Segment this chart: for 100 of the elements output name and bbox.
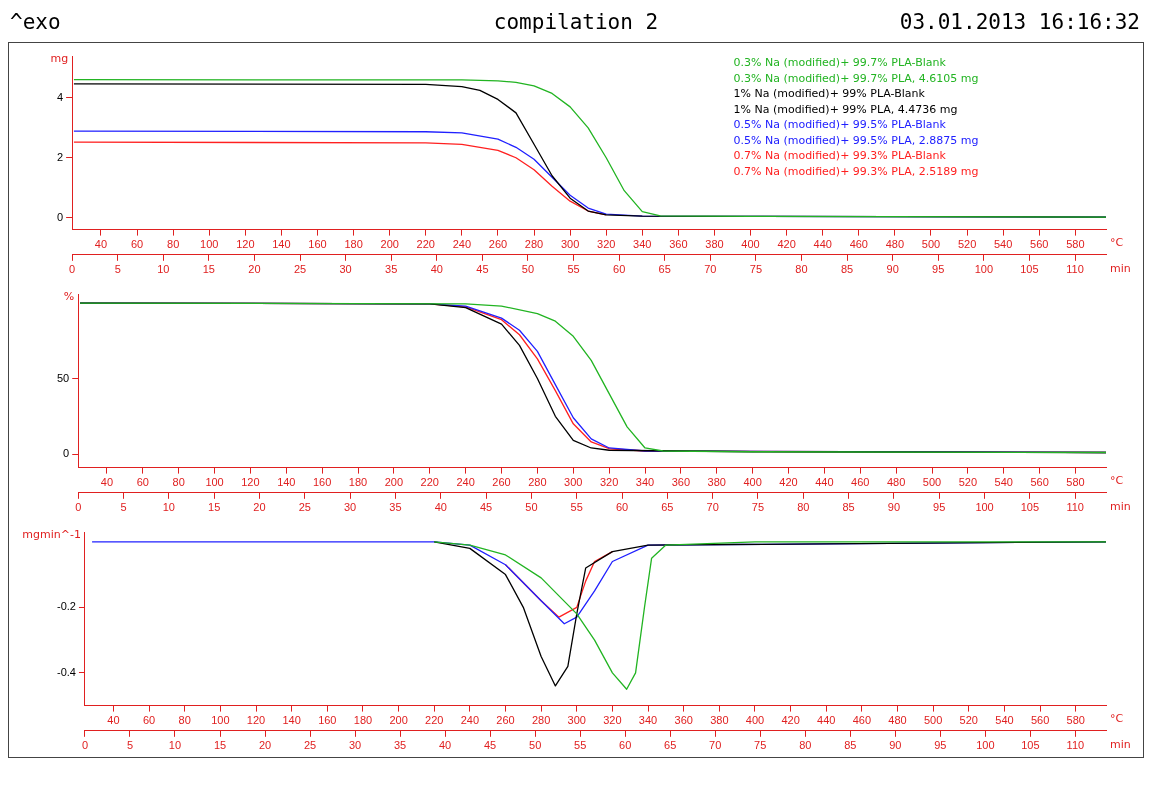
y-axis-title: mgmin^-1 (22, 528, 81, 542)
x2-tick-label: 50 (521, 263, 535, 276)
x-tick-label: 500 (923, 714, 943, 727)
x2-tick-label: 90 (886, 263, 899, 276)
x2-tick-label: 75 (754, 739, 767, 752)
x-tick-label: 340 (633, 238, 652, 251)
x-tick-label: 280 (524, 238, 544, 251)
x-tick-label: 240 (460, 714, 480, 727)
x2-tick-label: 15 (213, 739, 227, 752)
x-tick-label: 420 (779, 476, 798, 489)
x-tick-label: 480 (888, 714, 907, 727)
x-axis-title: °C (1110, 236, 1124, 250)
x2-tick-label: 100 (975, 501, 994, 514)
x2-tick-label: 95 (933, 501, 946, 514)
x2-tick-label: 25 (298, 501, 311, 514)
x2-tick-label: 60 (615, 501, 629, 514)
x-tick-label: 560 (1030, 476, 1049, 489)
x-tick-label: 140 (282, 714, 301, 727)
x2-tick-label: 10 (157, 263, 170, 276)
y-tick-label: 4 (56, 90, 64, 103)
x-tick-label: 100 (211, 714, 230, 727)
x2-tick-label: 35 (385, 263, 398, 276)
x-tick-label: 280 (528, 476, 547, 489)
x2-tick-label: 50 (525, 501, 538, 514)
x-tick-label: 500 (921, 238, 941, 251)
x2-tick-label: 100 (976, 739, 995, 752)
x-tick-label: 40 (94, 238, 108, 251)
x-tick-label: 440 (817, 714, 836, 727)
x-tick-label: 340 (635, 476, 655, 489)
x-tick-label: 440 (815, 476, 834, 489)
x2-tick-label: 55 (570, 501, 583, 514)
x-tick-label: 400 (743, 476, 762, 489)
x2-tick-label: 105 (1020, 263, 1039, 276)
x2-tick-label: 65 (661, 501, 674, 514)
x-tick-label: 400 (741, 238, 760, 251)
y-tick-label: 50 (56, 371, 70, 384)
text: 0.7% Na (modified)+ 99.3% PLA, 2.5189 mg (733, 164, 979, 178)
x2-tick-label: 10 (162, 501, 175, 514)
y-tick-label: 2 (56, 150, 64, 163)
text: 1% Na (modified)+ 99% PLA, 4.4736 mg (733, 102, 958, 116)
x2-tick-label: 15 (208, 501, 221, 514)
x-tick-label: 380 (705, 238, 724, 251)
x-tick-label: 180 (344, 238, 363, 251)
x2-tick-label: 20 (248, 263, 261, 276)
x2-tick-label: 35 (389, 501, 402, 514)
x2-tick-label: 15 (202, 263, 215, 276)
x2-tick-label: 100 (974, 263, 994, 276)
y-axis-title: % (63, 290, 75, 304)
x-tick-label: 300 (564, 476, 583, 489)
x2-tick-label: 20 (258, 739, 272, 752)
x-tick-label: 580 (1066, 238, 1085, 251)
x2-tick-label: 110 (1066, 739, 1085, 752)
x2-axis-title: min (1110, 499, 1131, 513)
x-tick-label: 300 (567, 714, 586, 727)
x-tick-label: 260 (488, 238, 508, 251)
x-tick-label: 240 (452, 238, 472, 251)
x-tick-label: 300 (560, 238, 580, 251)
x-tick-label: 260 (492, 476, 511, 489)
x-tick-label: 540 (993, 238, 1013, 251)
x-tick-label: 80 (167, 238, 180, 251)
x-tick-label: 360 (674, 714, 693, 727)
x2-tick-label: 30 (339, 263, 352, 276)
x2-tick-label: 90 (887, 501, 901, 514)
x-tick-label: 280 (531, 714, 551, 727)
x-tick-label: 460 (852, 714, 872, 727)
x-tick-label: 120 (246, 714, 266, 727)
x-tick-label: 500 (922, 476, 942, 489)
x2-tick-label: 10 (168, 739, 182, 752)
x2-tick-label: 5 (120, 501, 127, 514)
x2-tick-label: 65 (658, 263, 671, 276)
x2-tick-label: 75 (749, 263, 763, 276)
x-tick-label: 340 (638, 714, 658, 727)
x-tick-label: 480 (885, 238, 905, 251)
x-tick-label: 120 (241, 476, 260, 489)
text: 03.01.2013 16:16:32 (899, 10, 1140, 34)
legend-label: 0.7% Na (modified)+ 99.3% PLA-Blank (733, 149, 947, 163)
x2-tick-label: 110 (1066, 263, 1084, 276)
x2-tick-label: 85 (842, 501, 855, 514)
x2-axis-title: min (1110, 737, 1131, 751)
x-tick-label: 180 (348, 476, 368, 489)
x2-tick-label: 30 (344, 501, 357, 514)
x-axis-title: °C (1110, 712, 1124, 726)
x2-tick-label: 80 (795, 263, 808, 276)
x-tick-label: 520 (958, 476, 978, 489)
x2-tick-label: 85 (840, 263, 854, 276)
x-tick-label: 60 (142, 714, 156, 727)
x-tick-label: 180 (353, 714, 373, 727)
x-tick-label: 520 (957, 238, 977, 251)
x-tick-label: 120 (236, 238, 255, 251)
x2-tick-label: 20 (253, 501, 266, 514)
x-tick-label: 80 (178, 714, 191, 727)
x-tick-label: 160 (318, 714, 337, 727)
x2-tick-label: 25 (303, 739, 317, 752)
x-tick-label: 200 (384, 476, 404, 489)
x-tick-label: 580 (1066, 476, 1085, 489)
x-tick-label: 320 (603, 714, 622, 727)
y-axis-title: mg (50, 52, 69, 66)
x-tick-label: 220 (416, 238, 435, 251)
x-tick-label: 40 (100, 476, 114, 489)
x2-tick-label: 50 (529, 739, 542, 752)
